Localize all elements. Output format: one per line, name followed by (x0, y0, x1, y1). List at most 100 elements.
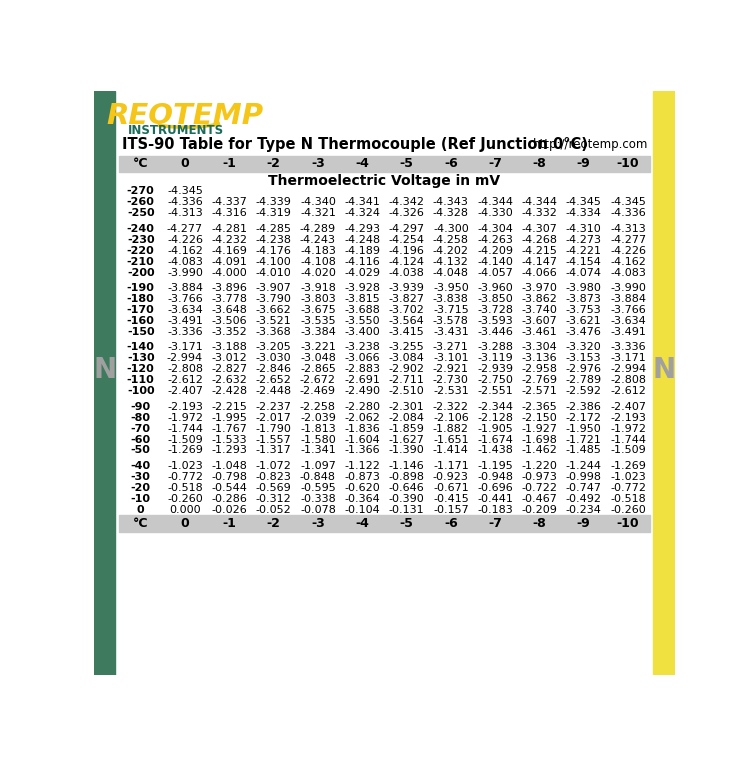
Text: -4.310: -4.310 (566, 224, 602, 234)
Text: -4: -4 (356, 157, 369, 171)
Text: -4.332: -4.332 (521, 208, 557, 218)
Text: -0.569: -0.569 (256, 483, 292, 493)
Text: -4.297: -4.297 (388, 224, 424, 234)
Text: -4.285: -4.285 (256, 224, 292, 234)
Text: -4.226: -4.226 (610, 246, 646, 255)
Text: -2.280: -2.280 (344, 402, 380, 412)
Text: -4.321: -4.321 (300, 208, 336, 218)
Text: -3.535: -3.535 (300, 316, 336, 326)
Text: -1.146: -1.146 (388, 461, 424, 471)
Text: -3.384: -3.384 (300, 327, 336, 337)
Text: -1.905: -1.905 (477, 424, 513, 434)
Text: -3: -3 (311, 157, 325, 171)
Text: -1.269: -1.269 (167, 446, 203, 456)
Text: -3.521: -3.521 (256, 316, 292, 326)
Text: -3.990: -3.990 (610, 283, 646, 293)
Text: N: N (652, 356, 676, 384)
Text: -3.336: -3.336 (167, 327, 202, 337)
Text: -4.263: -4.263 (477, 235, 513, 245)
Text: -3.255: -3.255 (388, 343, 424, 352)
Text: -0.312: -0.312 (256, 493, 292, 504)
Text: -2.672: -2.672 (300, 375, 336, 385)
Text: -2.865: -2.865 (300, 365, 336, 374)
Text: -3.171: -3.171 (167, 343, 203, 352)
Text: -0.104: -0.104 (344, 505, 380, 515)
Text: -1.220: -1.220 (521, 461, 557, 471)
Text: -2.017: -2.017 (256, 412, 292, 423)
Text: -0.467: -0.467 (521, 493, 557, 504)
Text: -3.766: -3.766 (167, 294, 203, 304)
Text: -4.074: -4.074 (566, 268, 602, 277)
Text: -6: -6 (444, 517, 458, 531)
Text: -210: -210 (127, 257, 154, 267)
Text: -3.990: -3.990 (167, 268, 203, 277)
Text: -1.171: -1.171 (433, 461, 469, 471)
Text: -1.122: -1.122 (344, 461, 380, 471)
Text: -2.846: -2.846 (256, 365, 292, 374)
Text: -3.815: -3.815 (344, 294, 380, 304)
Text: -0.131: -0.131 (388, 505, 424, 515)
Text: -3.896: -3.896 (211, 283, 248, 293)
Text: -2.571: -2.571 (521, 386, 557, 396)
Text: -260: -260 (127, 197, 154, 208)
Text: -4.010: -4.010 (256, 268, 292, 277)
Text: -0.183: -0.183 (477, 505, 513, 515)
Text: N: N (93, 356, 116, 384)
Text: -190: -190 (127, 283, 154, 293)
Text: -150: -150 (127, 327, 154, 337)
Text: -3.884: -3.884 (610, 294, 646, 304)
Text: -3.648: -3.648 (211, 305, 248, 315)
Text: REOTEMP: REOTEMP (106, 102, 264, 130)
Text: -2.193: -2.193 (610, 412, 646, 423)
Text: -3.188: -3.188 (211, 343, 248, 352)
Text: -180: -180 (127, 294, 154, 304)
Text: -4.057: -4.057 (477, 268, 513, 277)
Text: -4.336: -4.336 (610, 208, 646, 218)
Text: -1: -1 (222, 517, 236, 531)
Text: -8: -8 (532, 517, 546, 531)
Text: -0.772: -0.772 (167, 472, 203, 482)
Text: -3.578: -3.578 (433, 316, 469, 326)
Text: -3.205: -3.205 (256, 343, 292, 352)
Text: -2.711: -2.711 (388, 375, 424, 385)
Text: 0: 0 (181, 517, 190, 531)
Text: -1.097: -1.097 (300, 461, 336, 471)
Text: -3.607: -3.607 (521, 316, 557, 326)
Text: -170: -170 (127, 305, 154, 315)
Text: -0.260: -0.260 (610, 505, 646, 515)
Text: -4.066: -4.066 (521, 268, 557, 277)
Text: -4.238: -4.238 (256, 235, 292, 245)
Text: -3.446: -3.446 (477, 327, 513, 337)
Text: -4.343: -4.343 (433, 197, 469, 208)
Text: -3.827: -3.827 (388, 294, 424, 304)
Text: -1.509: -1.509 (610, 446, 646, 456)
Text: -0.873: -0.873 (344, 472, 380, 482)
Text: -30: -30 (130, 472, 151, 482)
Text: -4.268: -4.268 (521, 235, 557, 245)
Text: -4.215: -4.215 (521, 246, 557, 255)
Text: -0.518: -0.518 (167, 483, 203, 493)
Text: -2.106: -2.106 (433, 412, 469, 423)
Text: -4.326: -4.326 (388, 208, 424, 218)
Text: -8: -8 (532, 157, 546, 171)
Text: -4.202: -4.202 (433, 246, 469, 255)
Text: -0.390: -0.390 (388, 493, 424, 504)
Text: 0: 0 (137, 505, 145, 515)
Text: -4.319: -4.319 (256, 208, 292, 218)
Text: -2.490: -2.490 (344, 386, 380, 396)
Text: -3.461: -3.461 (521, 327, 557, 337)
Text: -2.921: -2.921 (433, 365, 469, 374)
Text: -3.476: -3.476 (566, 327, 602, 337)
Text: -6: -6 (444, 157, 458, 171)
Text: -0.722: -0.722 (521, 483, 557, 493)
Text: -200: -200 (127, 268, 154, 277)
Text: -3.271: -3.271 (433, 343, 469, 352)
Text: -3.288: -3.288 (477, 343, 513, 352)
Text: -2.691: -2.691 (344, 375, 380, 385)
Text: -3.873: -3.873 (566, 294, 602, 304)
Text: -4.254: -4.254 (388, 235, 424, 245)
Text: -1.195: -1.195 (477, 461, 513, 471)
Text: -2.365: -2.365 (521, 402, 557, 412)
Text: -1.604: -1.604 (344, 434, 380, 444)
Text: -1.438: -1.438 (477, 446, 513, 456)
